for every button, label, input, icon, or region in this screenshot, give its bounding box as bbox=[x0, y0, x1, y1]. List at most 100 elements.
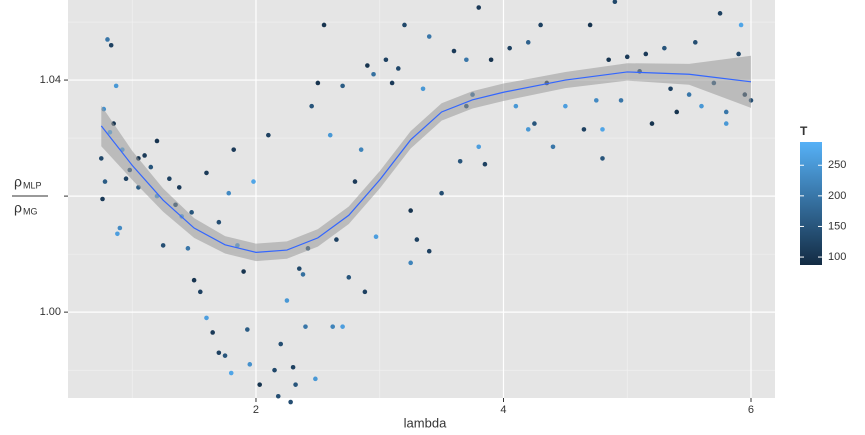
y-label-num-sub: MLP bbox=[23, 180, 42, 190]
point bbox=[538, 22, 543, 28]
point bbox=[723, 121, 729, 126]
point bbox=[383, 57, 389, 63]
point bbox=[113, 83, 119, 89]
y-label-den-sub: MG bbox=[23, 206, 38, 216]
point bbox=[532, 121, 537, 126]
point bbox=[142, 153, 147, 158]
plot-area bbox=[68, 0, 775, 405]
point bbox=[247, 362, 253, 367]
point bbox=[102, 179, 108, 184]
confidence-band bbox=[101, 55, 751, 262]
point bbox=[117, 225, 123, 231]
point bbox=[334, 237, 339, 242]
point bbox=[414, 237, 420, 242]
point bbox=[290, 364, 296, 370]
point bbox=[408, 260, 413, 266]
point bbox=[346, 275, 352, 280]
point bbox=[488, 57, 494, 63]
point bbox=[340, 83, 345, 89]
point bbox=[476, 144, 482, 150]
colorbar-label: 150 bbox=[828, 220, 846, 232]
point bbox=[191, 277, 197, 283]
point bbox=[315, 80, 321, 86]
point bbox=[210, 330, 215, 335]
point bbox=[738, 22, 744, 28]
point bbox=[587, 22, 593, 28]
point bbox=[662, 45, 667, 51]
point bbox=[98, 156, 104, 161]
y-axis-label: ρ MLP ρ MG bbox=[12, 174, 48, 216]
y-label-num-symbol: ρ bbox=[14, 174, 22, 190]
point bbox=[389, 80, 395, 86]
point bbox=[108, 42, 114, 48]
point bbox=[606, 57, 611, 63]
point bbox=[618, 98, 624, 103]
point bbox=[373, 234, 379, 240]
point bbox=[204, 315, 209, 321]
point bbox=[594, 98, 599, 103]
point bbox=[624, 54, 630, 60]
point bbox=[439, 190, 444, 196]
point bbox=[340, 324, 345, 329]
point bbox=[167, 176, 172, 181]
point bbox=[600, 156, 605, 161]
point bbox=[395, 66, 401, 71]
point bbox=[482, 161, 488, 167]
point bbox=[288, 399, 293, 405]
point bbox=[365, 63, 370, 68]
point bbox=[228, 370, 234, 376]
point bbox=[686, 92, 692, 97]
colorbar bbox=[800, 142, 822, 265]
point bbox=[507, 45, 512, 51]
point bbox=[581, 127, 587, 132]
point bbox=[197, 289, 203, 295]
point bbox=[231, 147, 237, 152]
x-tick-label: 2 bbox=[253, 404, 259, 416]
point bbox=[420, 86, 426, 92]
point bbox=[189, 210, 194, 215]
y-tick-label: 1.00 bbox=[40, 306, 61, 318]
point bbox=[649, 121, 655, 126]
colorbar-label: 250 bbox=[828, 159, 846, 171]
point bbox=[321, 22, 327, 28]
point bbox=[674, 109, 680, 115]
point bbox=[717, 11, 723, 16]
point bbox=[352, 179, 358, 184]
point bbox=[257, 382, 262, 387]
point bbox=[123, 176, 129, 181]
point bbox=[313, 376, 318, 382]
point bbox=[327, 132, 333, 138]
point bbox=[296, 266, 302, 271]
point bbox=[115, 231, 120, 237]
legend-title: T bbox=[800, 124, 808, 138]
point bbox=[464, 57, 469, 63]
point bbox=[600, 127, 605, 132]
point bbox=[358, 147, 364, 152]
point bbox=[241, 269, 246, 274]
point bbox=[476, 5, 482, 10]
x-axis-label: lambda bbox=[404, 415, 447, 430]
point bbox=[293, 382, 298, 387]
point bbox=[148, 164, 154, 170]
point bbox=[525, 127, 531, 132]
point bbox=[204, 170, 209, 176]
point bbox=[154, 138, 160, 144]
point bbox=[309, 103, 314, 109]
point bbox=[699, 103, 704, 109]
point bbox=[278, 341, 284, 347]
x-tick-label: 6 bbox=[748, 404, 754, 416]
point bbox=[251, 179, 256, 184]
point bbox=[426, 248, 432, 254]
x-tick-label: 4 bbox=[500, 404, 506, 416]
point bbox=[736, 51, 741, 57]
point bbox=[185, 246, 191, 251]
point bbox=[245, 327, 250, 332]
y-tick-label: 1.04 bbox=[40, 74, 61, 86]
colorbar-label: 200 bbox=[828, 190, 846, 202]
point bbox=[100, 196, 105, 202]
point bbox=[550, 144, 556, 150]
point bbox=[284, 298, 290, 303]
point bbox=[525, 40, 531, 45]
point bbox=[612, 0, 618, 5]
point bbox=[513, 103, 519, 109]
